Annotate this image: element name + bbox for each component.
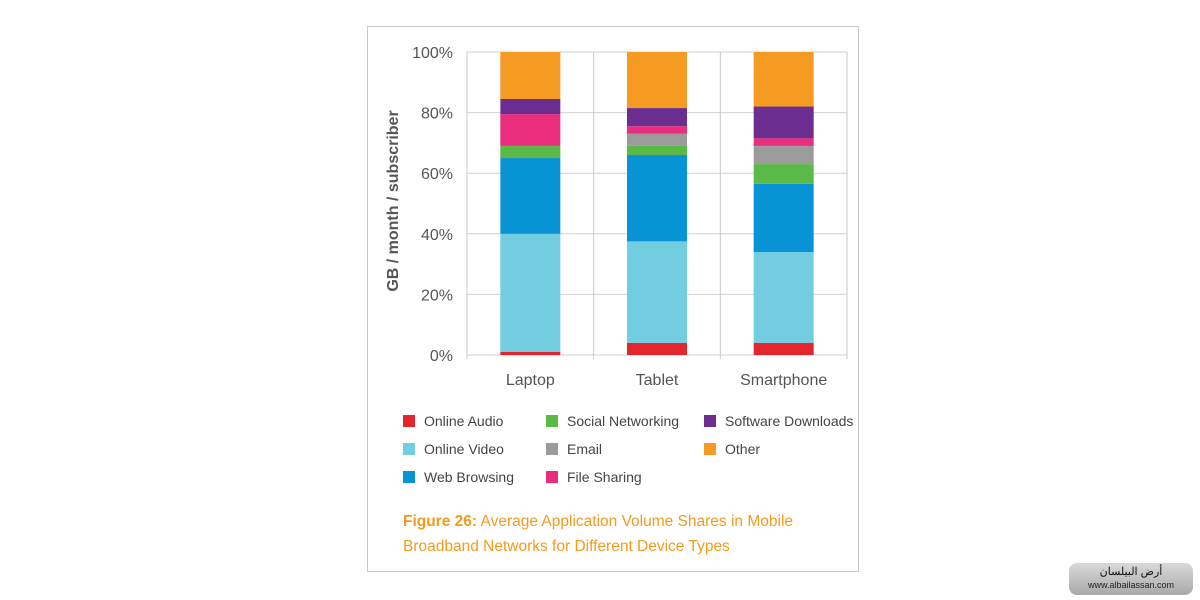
y-tick-label: 40% <box>421 227 453 244</box>
y-tick-label: 20% <box>421 287 453 304</box>
legend-item-software-downloads: Software Downloads <box>704 411 853 431</box>
legend-label: Online Audio <box>424 413 504 429</box>
x-tick-label: Tablet <box>636 372 679 389</box>
legend-label: File Sharing <box>567 469 642 485</box>
bar-segment-file-sharing <box>627 126 687 134</box>
bar-segment-social-networking <box>500 145 561 159</box>
legend-item-online-audio: Online Audio <box>403 411 503 431</box>
legend-swatch <box>704 415 716 427</box>
bar-segment-online-video <box>753 251 814 343</box>
bar-segment-social-networking <box>753 164 814 184</box>
bar-segment-software-downloads <box>500 98 561 115</box>
y-tick-label: 80% <box>421 106 453 123</box>
legend-label: Other <box>725 441 761 457</box>
legend-item-file-sharing: File Sharing <box>546 467 642 487</box>
bar-stack-laptop <box>500 52 561 355</box>
watermark-title: أرض البيلسان <box>1099 566 1163 578</box>
legend-label: Online Video <box>424 441 504 457</box>
bar-segment-online-video <box>627 241 687 343</box>
figure-title: Average Application Volume Shares in Mob… <box>403 513 794 555</box>
bar-segment-software-downloads <box>753 106 814 139</box>
legend-label: Software Downloads <box>725 413 854 429</box>
legend-swatch <box>403 443 415 455</box>
bar-segment-online-video <box>500 233 561 352</box>
watermark-url: www.albailassan.com <box>1087 580 1175 590</box>
legend-swatch <box>546 443 558 455</box>
legend-item-other: Other <box>704 439 760 459</box>
legend-item-social-networking: Social Networking <box>546 411 679 431</box>
bar-segment-web-browsing <box>627 155 687 242</box>
legend-swatch <box>704 443 716 455</box>
bar-segment-file-sharing <box>500 114 561 146</box>
bar-segment-other <box>753 52 814 107</box>
bar-segment-web-browsing <box>753 183 814 252</box>
bar-segment-online-audio <box>500 351 561 355</box>
figure-number: Figure 26: <box>403 513 478 530</box>
y-tick-label: 0% <box>430 348 453 365</box>
figure-panel: 0% 20% 40% 60% 80% 100% Laptop Tablet Smartphone… <box>367 26 859 572</box>
legend-swatch <box>403 471 415 483</box>
y-tick-label: 100% <box>412 45 453 62</box>
bar-segment-file-sharing <box>753 138 814 146</box>
bar-segment-software-downloads <box>627 108 687 127</box>
bar-segment-online-audio <box>753 342 814 355</box>
bar-stack-smartphone <box>753 52 814 355</box>
legend: Online Audio Online Video Web Browsing Soci… <box>403 411 863 501</box>
bar-segment-email <box>753 145 814 165</box>
x-tick-label: Laptop <box>506 372 555 389</box>
x-tick-label: Smartphone <box>740 372 827 389</box>
legend-swatch <box>546 415 558 427</box>
legend-label: Web Browsing <box>424 469 515 485</box>
bar-segment-other <box>627 52 687 109</box>
stacked-bar-chart: 0% 20% 40% 60% 80% 100% Laptop Tablet Smartphone… <box>385 45 848 389</box>
axes: 0% 20% 40% 60% 80% 100% Laptop Tablet Smartphone <box>412 45 827 389</box>
legend-label: Social Networking <box>567 413 680 429</box>
bar-segment-web-browsing <box>500 158 561 234</box>
y-tick-label: 60% <box>421 166 453 183</box>
bar-segment-other <box>500 52 561 99</box>
legend-item-web-browsing: Web Browsing <box>403 467 514 487</box>
legend-label: Email <box>567 441 603 457</box>
bar-segment-social-networking <box>627 145 687 156</box>
bar-stack-tablet <box>627 52 687 355</box>
watermark-logo: أرض البيلسان www.albailassan.com <box>1069 563 1193 595</box>
legend-item-online-video: Online Video <box>403 439 504 459</box>
bar-segment-online-audio <box>627 342 687 355</box>
bars <box>500 52 814 355</box>
legend-item-email: Email <box>546 439 602 459</box>
legend-swatch <box>546 471 558 483</box>
y-axis-label: GB / month / subscriber <box>385 110 402 291</box>
figure-caption: Figure 26: Average Application Volume Sh… <box>403 509 843 559</box>
bar-segment-email <box>627 133 687 146</box>
legend-swatch <box>403 415 415 427</box>
